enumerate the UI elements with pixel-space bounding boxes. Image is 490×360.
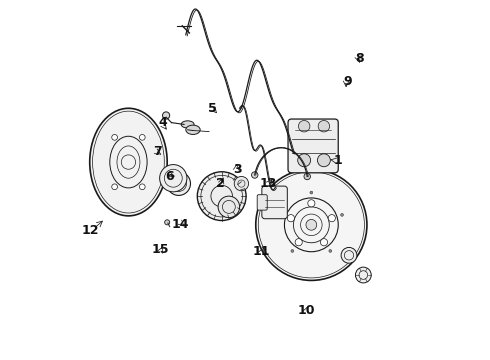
Circle shape xyxy=(140,135,145,140)
Circle shape xyxy=(140,184,145,190)
Text: 5: 5 xyxy=(208,102,217,115)
Circle shape xyxy=(197,172,246,221)
Text: 11: 11 xyxy=(252,245,270,258)
FancyBboxPatch shape xyxy=(291,156,298,165)
Circle shape xyxy=(165,220,170,225)
Circle shape xyxy=(279,213,282,216)
Circle shape xyxy=(355,267,371,283)
Text: 4: 4 xyxy=(158,116,167,129)
Circle shape xyxy=(112,135,118,140)
Text: 7: 7 xyxy=(153,145,162,158)
FancyBboxPatch shape xyxy=(328,156,335,165)
Text: 3: 3 xyxy=(234,163,242,176)
Circle shape xyxy=(112,184,118,190)
Ellipse shape xyxy=(160,165,187,192)
Text: 12: 12 xyxy=(82,224,99,237)
Ellipse shape xyxy=(90,108,167,216)
Circle shape xyxy=(251,172,258,178)
Circle shape xyxy=(329,249,332,252)
Circle shape xyxy=(341,213,343,216)
Circle shape xyxy=(256,169,367,280)
Circle shape xyxy=(298,121,310,132)
Circle shape xyxy=(306,220,317,230)
Text: 14: 14 xyxy=(172,218,189,231)
Circle shape xyxy=(318,154,330,167)
FancyBboxPatch shape xyxy=(288,119,338,173)
Ellipse shape xyxy=(186,125,200,134)
Text: 13: 13 xyxy=(260,177,277,190)
Circle shape xyxy=(328,215,335,222)
Circle shape xyxy=(167,172,191,195)
Circle shape xyxy=(291,249,294,252)
Circle shape xyxy=(318,121,330,132)
Text: 10: 10 xyxy=(297,305,315,318)
Text: 1: 1 xyxy=(334,154,343,167)
Circle shape xyxy=(308,200,315,207)
Circle shape xyxy=(287,215,294,222)
Circle shape xyxy=(320,239,328,246)
Ellipse shape xyxy=(181,121,194,128)
Text: 15: 15 xyxy=(152,243,170,256)
Text: 6: 6 xyxy=(166,170,174,183)
Circle shape xyxy=(163,112,170,119)
Circle shape xyxy=(304,173,311,180)
Text: 9: 9 xyxy=(343,75,351,88)
Circle shape xyxy=(234,176,248,191)
Circle shape xyxy=(341,247,357,263)
FancyBboxPatch shape xyxy=(257,195,267,210)
Text: 8: 8 xyxy=(355,51,364,64)
Circle shape xyxy=(295,239,302,246)
Circle shape xyxy=(218,196,240,218)
Circle shape xyxy=(310,191,313,194)
FancyBboxPatch shape xyxy=(262,186,287,219)
Text: 2: 2 xyxy=(216,177,224,190)
Circle shape xyxy=(298,154,311,167)
